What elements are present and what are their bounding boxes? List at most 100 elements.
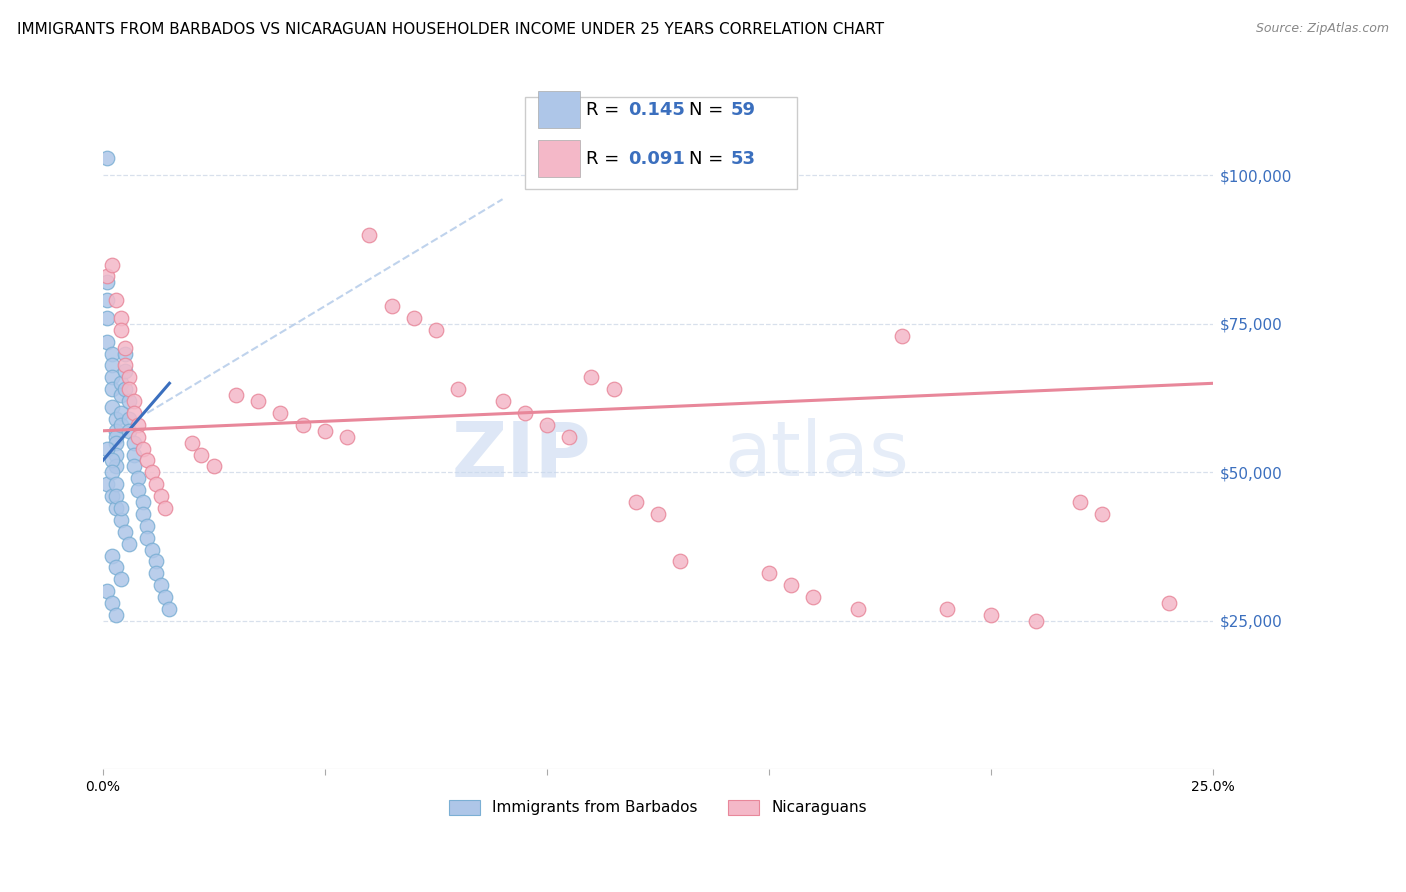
Point bbox=[105, 430, 128, 444]
Point bbox=[1157, 596, 1180, 610]
Point bbox=[491, 394, 513, 409]
Point bbox=[136, 518, 159, 533]
Point bbox=[114, 346, 136, 360]
Point bbox=[105, 489, 128, 503]
Point bbox=[96, 310, 118, 325]
Point bbox=[105, 607, 128, 622]
Point bbox=[96, 442, 118, 456]
Point bbox=[105, 435, 128, 450]
Point bbox=[127, 430, 149, 444]
Point bbox=[447, 382, 470, 396]
Text: R =: R = bbox=[586, 150, 624, 168]
Point bbox=[758, 566, 780, 581]
Point bbox=[149, 489, 172, 503]
Point bbox=[105, 560, 128, 574]
Point bbox=[118, 424, 141, 438]
Point bbox=[122, 435, 145, 450]
Point bbox=[105, 501, 128, 516]
Point bbox=[110, 310, 132, 325]
FancyBboxPatch shape bbox=[524, 96, 797, 189]
Point bbox=[100, 346, 122, 360]
Point bbox=[96, 584, 118, 599]
Point bbox=[105, 477, 128, 491]
Point bbox=[132, 507, 155, 521]
Point bbox=[118, 394, 141, 409]
Point bbox=[647, 507, 669, 521]
Point bbox=[114, 364, 136, 378]
Point bbox=[100, 466, 122, 480]
Point bbox=[110, 572, 132, 586]
Point bbox=[935, 602, 957, 616]
Point bbox=[114, 382, 136, 396]
Point bbox=[110, 376, 132, 391]
FancyBboxPatch shape bbox=[538, 91, 581, 128]
Text: N =: N = bbox=[689, 150, 730, 168]
Point bbox=[105, 424, 128, 438]
Point bbox=[114, 341, 136, 355]
Point bbox=[602, 382, 624, 396]
Point bbox=[122, 448, 145, 462]
FancyBboxPatch shape bbox=[538, 140, 581, 178]
Point bbox=[118, 382, 141, 396]
Text: 0.145: 0.145 bbox=[628, 101, 685, 119]
Point bbox=[122, 459, 145, 474]
Point bbox=[180, 435, 202, 450]
Point bbox=[100, 549, 122, 563]
Point bbox=[114, 359, 136, 373]
Point bbox=[110, 406, 132, 420]
Point bbox=[100, 489, 122, 503]
Point bbox=[132, 495, 155, 509]
Point bbox=[380, 299, 402, 313]
Text: N =: N = bbox=[689, 101, 730, 119]
Point bbox=[110, 501, 132, 516]
Text: IMMIGRANTS FROM BARBADOS VS NICARAGUAN HOUSEHOLDER INCOME UNDER 25 YEARS CORRELA: IMMIGRANTS FROM BARBADOS VS NICARAGUAN H… bbox=[17, 22, 884, 37]
Point bbox=[558, 430, 581, 444]
Point bbox=[100, 382, 122, 396]
Text: 59: 59 bbox=[730, 101, 755, 119]
Point bbox=[513, 406, 536, 420]
Point bbox=[145, 566, 167, 581]
Point bbox=[202, 459, 225, 474]
Point bbox=[136, 531, 159, 545]
Point bbox=[114, 524, 136, 539]
Point bbox=[425, 323, 447, 337]
Point bbox=[402, 310, 425, 325]
Point bbox=[100, 359, 122, 373]
Text: R =: R = bbox=[586, 101, 624, 119]
Point bbox=[846, 602, 869, 616]
Text: Source: ZipAtlas.com: Source: ZipAtlas.com bbox=[1256, 22, 1389, 36]
Point bbox=[96, 276, 118, 290]
Point bbox=[127, 483, 149, 498]
Point bbox=[96, 269, 118, 284]
Point bbox=[159, 602, 181, 616]
Point bbox=[100, 258, 122, 272]
Text: 53: 53 bbox=[730, 150, 755, 168]
Point bbox=[247, 394, 270, 409]
Point bbox=[581, 370, 603, 384]
Point bbox=[110, 513, 132, 527]
Text: 0.091: 0.091 bbox=[628, 150, 685, 168]
Point bbox=[100, 596, 122, 610]
Point bbox=[96, 293, 118, 307]
Point bbox=[105, 293, 128, 307]
Point bbox=[149, 578, 172, 592]
Point bbox=[153, 501, 176, 516]
Point bbox=[110, 323, 132, 337]
Text: ZIP: ZIP bbox=[451, 418, 592, 492]
Point bbox=[145, 554, 167, 568]
Point bbox=[127, 417, 149, 432]
Legend: Immigrants from Barbados, Nicaraguans: Immigrants from Barbados, Nicaraguans bbox=[441, 792, 875, 823]
Point bbox=[96, 477, 118, 491]
Point bbox=[269, 406, 291, 420]
Point bbox=[336, 430, 359, 444]
Point bbox=[122, 406, 145, 420]
Point bbox=[136, 453, 159, 467]
Point bbox=[141, 542, 163, 557]
Point bbox=[118, 370, 141, 384]
Point bbox=[118, 412, 141, 426]
Point bbox=[118, 536, 141, 550]
Point bbox=[96, 151, 118, 165]
Point bbox=[100, 400, 122, 414]
Point bbox=[891, 328, 914, 343]
Point bbox=[803, 590, 825, 604]
